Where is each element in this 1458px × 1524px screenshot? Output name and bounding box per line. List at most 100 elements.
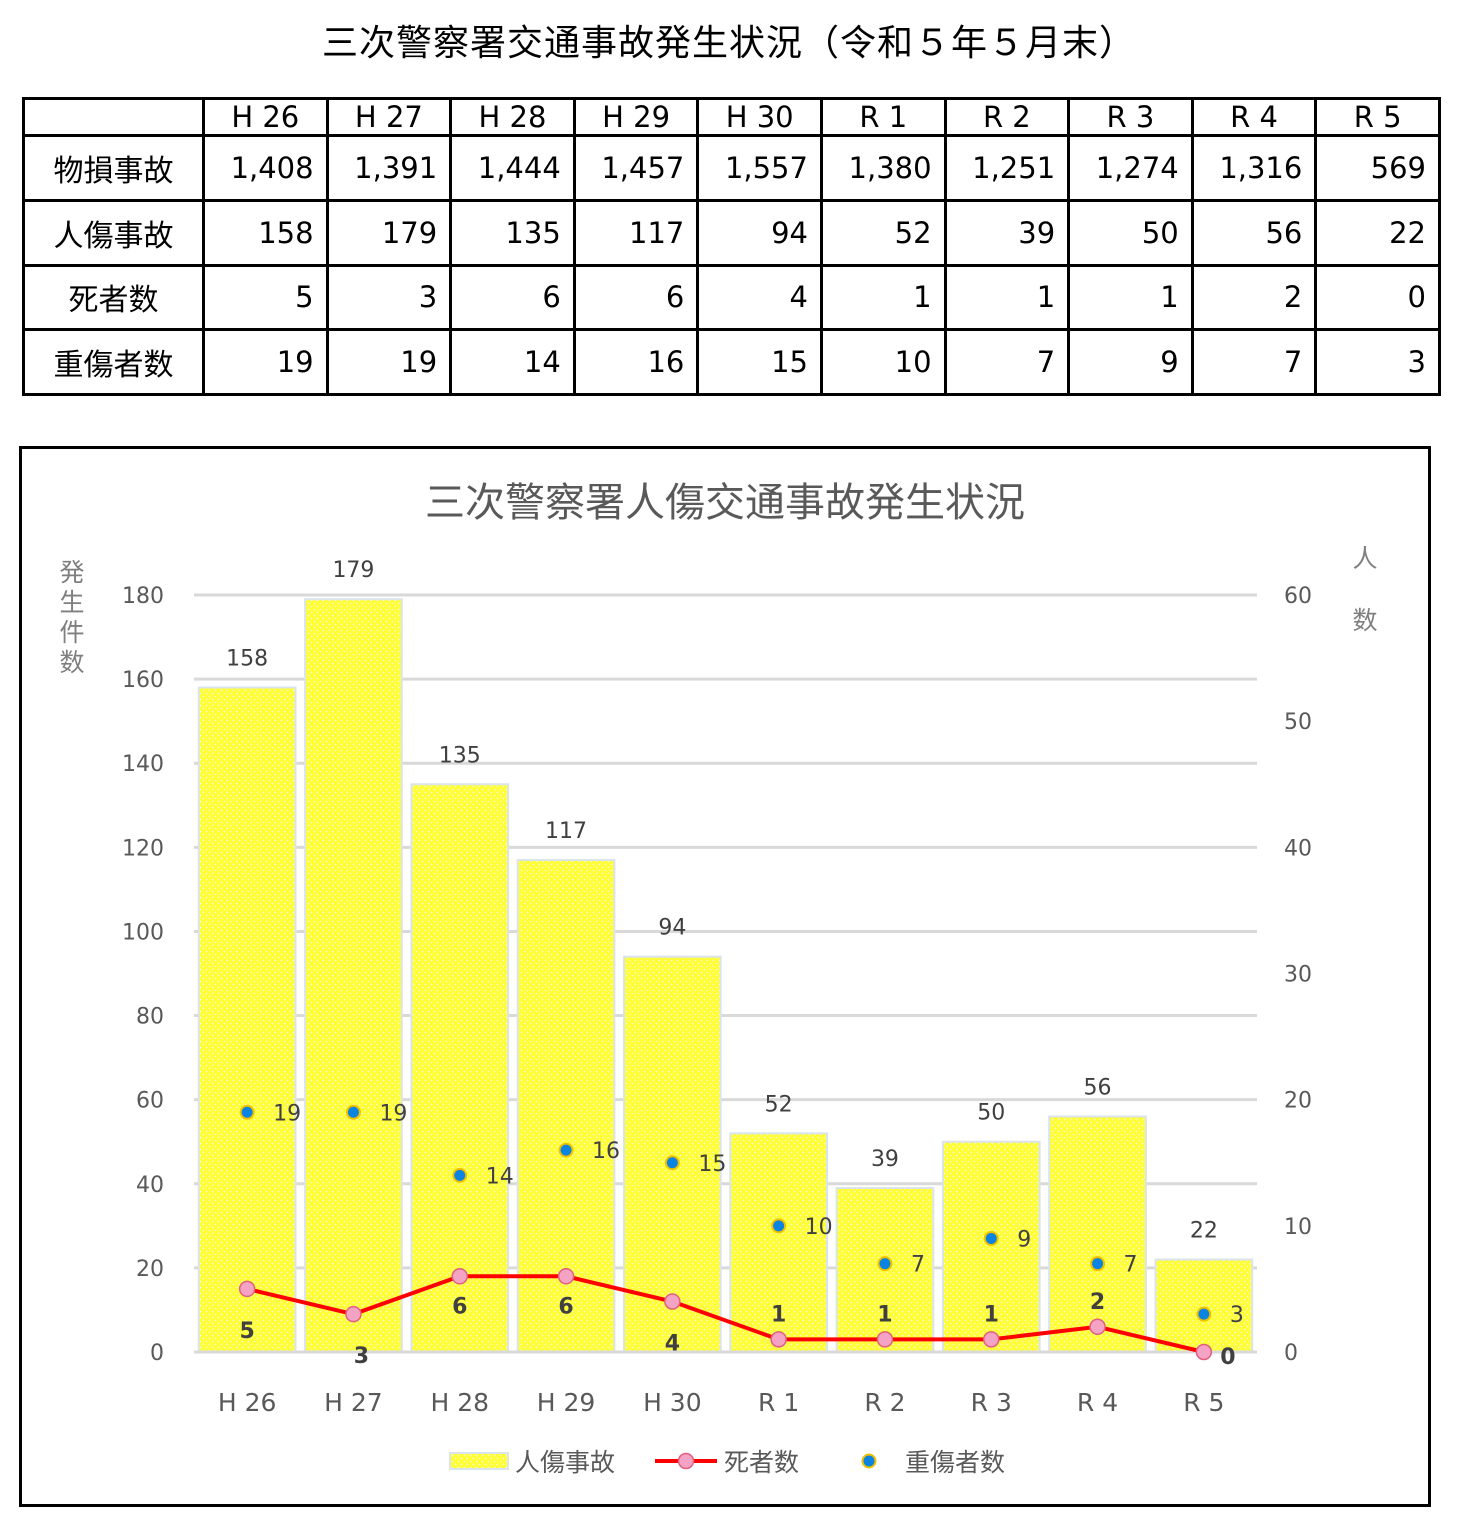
table-cell: 3	[1314, 328, 1441, 396]
table-cell: 94	[696, 198, 823, 267]
scatter-point	[558, 1142, 574, 1158]
legend-label-bar: 人傷事故	[515, 1448, 615, 1477]
bar-H30	[622, 955, 722, 1353]
x-tick-label: R 5	[1183, 1388, 1224, 1417]
y-tick-label-left: 60	[136, 1089, 164, 1114]
scatter-point	[1196, 1306, 1212, 1322]
y-tick-label-right: 30	[1284, 963, 1312, 988]
bar-data-label: 39	[871, 1147, 899, 1172]
line-data-label: 1	[877, 1302, 892, 1327]
y-tick-label-right: 40	[1284, 836, 1312, 861]
x-tick-label: H 27	[324, 1388, 383, 1417]
line-data-label: 1	[771, 1302, 786, 1327]
x-tick-label: H 28	[430, 1388, 489, 1417]
x-tick-label: R 4	[1077, 1388, 1118, 1417]
y-tick-label-left: 80	[136, 1005, 164, 1030]
table-cell: 1,380	[819, 134, 947, 202]
line-data-label: 6	[452, 1294, 467, 1319]
scatter-data-label: 19	[379, 1101, 407, 1126]
table-cell: 0	[1314, 263, 1441, 332]
y-tick-label-right: 50	[1284, 710, 1312, 735]
bar-data-label: 117	[545, 819, 587, 844]
table-cell: 569	[1314, 134, 1441, 202]
x-tick-label: H 29	[537, 1388, 596, 1417]
x-tick-label: R 1	[758, 1388, 799, 1417]
y-tick-label-right: 20	[1284, 1089, 1312, 1114]
table-cell: 1,274	[1067, 134, 1194, 202]
table-row-label: 死者数	[22, 263, 205, 332]
line-data-label: 1	[984, 1302, 999, 1327]
x-tick-label: R 2	[864, 1388, 905, 1417]
bar-H26	[197, 686, 297, 1353]
table-cell: 1,408	[202, 134, 329, 202]
table-cell: 4	[696, 263, 823, 332]
bar-data-label: 135	[439, 743, 481, 768]
bar-data-label: 56	[1084, 1075, 1112, 1100]
legend-label-scatter: 重傷者数	[905, 1448, 1005, 1477]
table-cell: 19	[202, 328, 329, 396]
line-point	[557, 1268, 575, 1285]
y-axis-title-left-char: 発	[59, 558, 84, 587]
table-cell: 22	[1314, 198, 1441, 267]
line-point	[451, 1268, 468, 1285]
table-cell: 7	[1190, 328, 1318, 396]
table-cell: 1,316	[1190, 134, 1318, 202]
table-cell: 117	[572, 198, 700, 267]
scatter-point	[1090, 1256, 1106, 1272]
table-row-label: 人傷事故	[22, 198, 205, 267]
table-column-header: R 3	[1067, 97, 1194, 137]
line-data-label: 2	[1090, 1290, 1105, 1315]
bar-H28	[410, 783, 510, 1353]
y-tick-label-left: 140	[122, 752, 164, 777]
y-tick-label-left: 100	[122, 920, 164, 945]
table-cell: 1	[943, 263, 1071, 332]
table-row: 死者数 5 3 6 6 4 1 1 1 2 0	[22, 263, 1441, 332]
y-tick-label-left: 0	[150, 1341, 164, 1366]
table-cell: 6	[449, 263, 576, 332]
table-cell: 1	[1067, 263, 1194, 332]
table-cell: 39	[943, 198, 1071, 267]
table-cell: 16	[572, 328, 700, 396]
y-axis-title-right-char: 人	[1352, 544, 1377, 573]
legend-label-line: 死者数	[724, 1448, 799, 1477]
line-point	[876, 1331, 894, 1348]
scatter-point	[452, 1167, 468, 1183]
table-cell: 158	[202, 198, 329, 267]
line-point	[345, 1305, 362, 1323]
series-line-deaths	[246, 1274, 1205, 1354]
x-tick-label: R 3	[971, 1388, 1012, 1417]
table-corner-cell	[22, 97, 205, 137]
y-tick-label-left: 160	[122, 668, 164, 693]
y-tick-label-left: 40	[136, 1173, 164, 1198]
x-tick-label: H 26	[218, 1388, 277, 1417]
table-row-label: 重傷者数	[22, 328, 205, 396]
table-row: 物損事故 1,408 1,391 1,444 1,457 1,557 1,380 1,251 1…	[22, 134, 1441, 202]
table-cell: 6	[572, 263, 700, 332]
table-cell: 56	[1190, 198, 1318, 267]
bar-data-label: 52	[765, 1092, 793, 1117]
table-column-header: H 28	[449, 97, 576, 137]
scatter-data-label: 14	[486, 1164, 514, 1189]
y-tick-label-left: 120	[122, 836, 164, 861]
line-data-label: 3	[354, 1344, 369, 1369]
chart-title: 三次警察署人傷交通事故発生状況	[425, 480, 1025, 526]
bar-H27	[304, 598, 403, 1353]
scatter-data-label: 7	[911, 1253, 925, 1278]
table-body: 物損事故 1,408 1,391 1,444 1,457 1,557 1,380 1,251 1…	[22, 134, 1441, 396]
table-row: 人傷事故 158 179 135 117 94 52 39 50 56 22	[22, 198, 1441, 267]
table-cell: 7	[943, 328, 1071, 396]
line-data-label: 6	[558, 1294, 573, 1319]
bar-data-label: 50	[977, 1101, 1005, 1126]
line-data-label: 0	[1220, 1345, 1235, 1370]
table-cell: 9	[1067, 328, 1194, 396]
y-axis-title-left-char: 件	[59, 618, 84, 647]
line-point	[1089, 1318, 1106, 1336]
y-tick-label-left: 20	[136, 1257, 164, 1282]
scatter-point	[345, 1104, 361, 1120]
table-cell: 19	[325, 328, 453, 396]
scatter-data-label: 3	[1230, 1303, 1244, 1328]
page-title: 三次警察署交通事故発生状況（令和５年５月末）	[321, 23, 1136, 64]
y-tick-label-right: 0	[1284, 1341, 1298, 1366]
table-row-label: 物損事故	[22, 134, 205, 202]
scatter-point	[983, 1230, 999, 1246]
